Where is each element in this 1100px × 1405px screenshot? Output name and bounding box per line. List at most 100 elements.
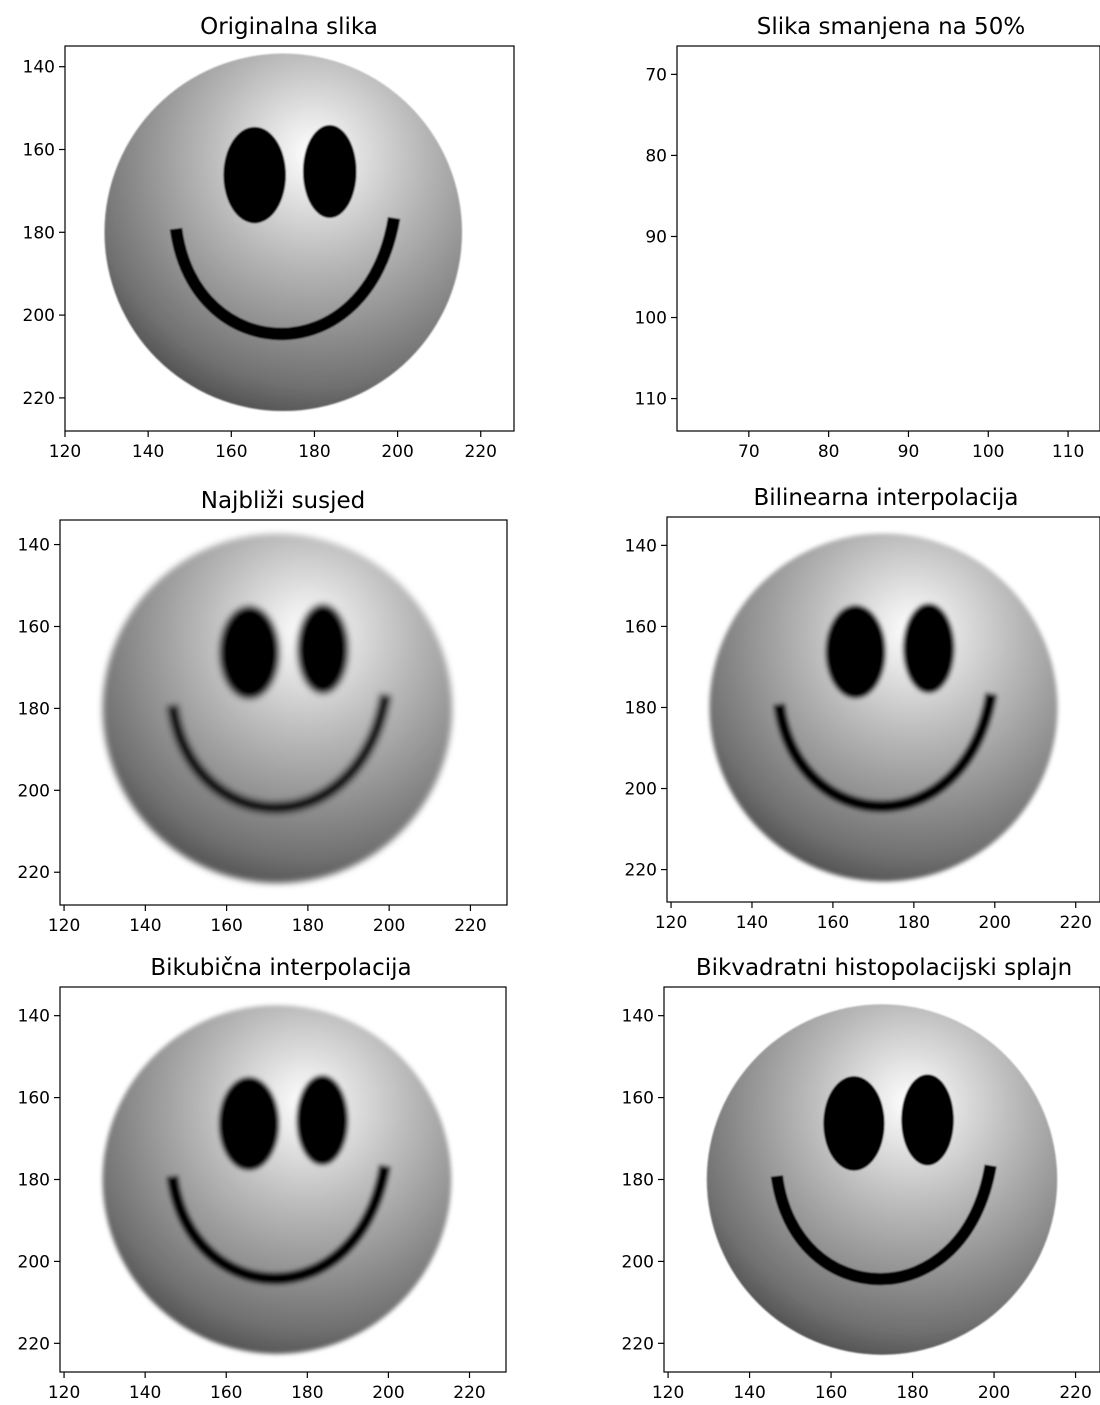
- x-tick-label: 160: [215, 442, 247, 462]
- x-tick-label: 220: [1059, 1383, 1091, 1403]
- left-eye: [821, 135, 882, 228]
- x-tick-label: 200: [979, 913, 1011, 933]
- y-tick-label: 70: [645, 65, 667, 85]
- x-tick-label: 120: [652, 1383, 684, 1403]
- x-tick-label: 120: [655, 913, 687, 933]
- axes-frame: [676, 45, 1100, 432]
- subplot-title: Bilinearna interpolacija: [753, 485, 1018, 511]
- subplot-title: Originalna slika: [200, 14, 378, 40]
- subplot-title: Najbliži susjed: [201, 488, 366, 514]
- left-eye: [218, 605, 281, 700]
- x-tick-label: 80: [818, 442, 840, 462]
- x-tick-label: 140: [733, 1383, 765, 1403]
- y-tick-label: 140: [18, 1007, 50, 1027]
- y-tick-label: 200: [622, 1252, 654, 1272]
- axes-frame: [666, 516, 1100, 903]
- y-tick-label: 160: [23, 140, 55, 160]
- subplot-title: Bikvadratni histopolacijski splajn: [696, 955, 1072, 981]
- right-eye: [296, 603, 350, 695]
- face: [706, 1004, 1058, 1355]
- x-tick-label: 100: [972, 442, 1004, 462]
- left-eye: [223, 126, 286, 224]
- left-eye: [825, 604, 887, 699]
- mouth: [770, 1164, 997, 1286]
- y-tick-label: 220: [622, 1334, 654, 1354]
- subplot-2: 70 80 90 100 110 70 80 90 100 110 Slika smanjena n…: [635, 14, 1100, 462]
- y-tick-label: 160: [622, 1089, 654, 1109]
- face: [104, 53, 463, 412]
- axes-frame: [64, 45, 515, 432]
- mouth: [769, 221, 991, 341]
- y-tick-label: 180: [622, 1171, 654, 1191]
- smiley-image: [65, 46, 514, 431]
- y-tick-label: 100: [635, 309, 667, 329]
- y-tick-label: 220: [23, 389, 55, 409]
- right-eye: [902, 603, 955, 694]
- mouth: [166, 693, 392, 814]
- x-tick-label: 200: [373, 916, 405, 936]
- y-tick-label: 160: [18, 617, 50, 637]
- x-tick-label: 220: [453, 1383, 485, 1403]
- y-tick-label: 200: [18, 781, 50, 801]
- right-eye: [901, 1074, 954, 1166]
- y-tick-label: 140: [18, 536, 50, 556]
- x-tick-label: 220: [1059, 913, 1091, 933]
- mouth: [166, 1164, 392, 1285]
- x-tick-label: 200: [381, 442, 413, 462]
- subplot-4: 120 140 160 180 200 220 140 160 180 200 220 Bilinea…: [625, 485, 1100, 933]
- y-tick-label: 140: [622, 1007, 654, 1027]
- y-tick-label: 180: [625, 698, 657, 718]
- smiley-image: [664, 987, 1100, 1372]
- subplot-3: 120 140 160 180 200 220 140 160 180 200 220 Najbliž…: [18, 488, 508, 936]
- x-tick-label: 160: [815, 1383, 847, 1403]
- y-tick-label: 160: [625, 617, 657, 637]
- x-tick-label: 200: [978, 1383, 1010, 1403]
- left-eye: [218, 1076, 280, 1171]
- x-tick-label: 120: [48, 1383, 80, 1403]
- x-tick-label: 140: [129, 916, 161, 936]
- subplot-title: Slika smanjena na 50%: [757, 14, 1025, 40]
- x-tick-label: 220: [454, 916, 486, 936]
- x-tick-label: 160: [210, 1383, 242, 1403]
- y-tick-label: 200: [23, 306, 55, 326]
- smiley-image: [667, 517, 1100, 902]
- right-eye: [897, 133, 949, 223]
- x-tick-label: 180: [298, 442, 330, 462]
- x-tick-label: 180: [292, 916, 324, 936]
- face: [706, 64, 1051, 409]
- mouth: [169, 216, 401, 341]
- y-tick-label: 80: [645, 146, 667, 166]
- y-tick-label: 220: [18, 863, 50, 883]
- smiley-image: [60, 987, 506, 1372]
- x-tick-label: 180: [896, 1383, 928, 1403]
- x-tick-label: 220: [465, 442, 497, 462]
- x-tick-label: 140: [129, 1383, 161, 1403]
- face: [102, 533, 453, 884]
- y-tick-label: 180: [18, 1171, 50, 1191]
- axes-frame: [59, 519, 508, 906]
- y-tick-label: 220: [18, 1334, 50, 1354]
- x-tick-label: 110: [1052, 442, 1084, 462]
- x-tick-label: 70: [738, 442, 760, 462]
- y-tick-label: 220: [625, 861, 657, 881]
- face: [709, 533, 1058, 882]
- right-eye: [296, 1074, 349, 1166]
- x-tick-label: 120: [48, 916, 80, 936]
- smiley-image: [60, 520, 507, 905]
- x-tick-label: 180: [291, 1383, 323, 1403]
- y-tick-label: 180: [18, 699, 50, 719]
- y-tick-label: 200: [18, 1252, 50, 1272]
- left-eye: [823, 1076, 885, 1171]
- subplot-5: 120 140 160 180 200 220 140 160 180 200 220 Bikubič…: [18, 955, 507, 1403]
- x-tick-label: 120: [49, 442, 81, 462]
- y-tick-label: 110: [635, 390, 667, 410]
- y-tick-label: 180: [23, 223, 55, 243]
- y-tick-label: 90: [645, 227, 667, 247]
- x-tick-label: 160: [817, 913, 849, 933]
- right-eye: [302, 125, 357, 218]
- x-tick-label: 180: [898, 913, 930, 933]
- x-tick-label: 90: [898, 442, 920, 462]
- x-tick-label: 140: [736, 913, 768, 933]
- y-tick-label: 140: [23, 58, 55, 78]
